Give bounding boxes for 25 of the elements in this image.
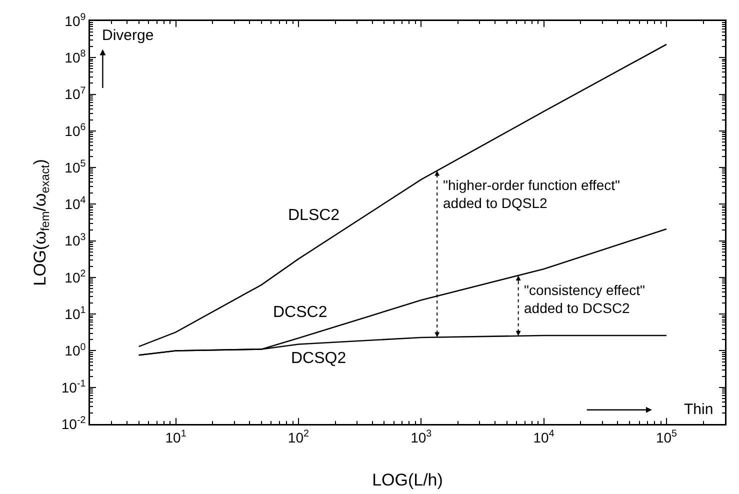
y-tick-label: 10$^{1}$	[64, 305, 86, 322]
x-tick-label: 10$^{4}$	[533, 428, 555, 446]
series-label: DCSC2	[273, 304, 328, 321]
y-tick-label: 10$^{6}$	[64, 122, 86, 139]
y-tick-label: 10$^{3}$	[64, 232, 86, 249]
x-tick-label: 10$^{5}$	[656, 428, 678, 446]
annotation: "consistency effect" added to DCSC2	[524, 282, 645, 316]
annotation: "higher-order function effect" added to DQSL2	[443, 177, 620, 212]
y-tick-label: 10$^{4}$	[64, 195, 86, 212]
y-tick-label: 10$^{-1}$	[61, 378, 86, 396]
y-tick-label: 10$^{2}$	[64, 268, 86, 286]
series-label: DCSQ2	[291, 350, 346, 367]
y-tick-label: 10$^{0}$	[64, 342, 86, 359]
annotation: Thin	[684, 401, 714, 418]
series-label: DLSC2	[288, 207, 340, 224]
x-tick-label: 10$^{3}$	[410, 428, 432, 446]
y-tick-label: 10$^{7}$	[64, 85, 86, 102]
y-tick-label: 10$^{8}$	[64, 48, 86, 66]
y-tick-label: 10$^{9}$	[64, 12, 86, 29]
annotation: Diverge	[102, 27, 154, 44]
x-tick-label: 10$^{1}$	[165, 428, 186, 446]
y-tick-label: 10$^{5}$	[64, 158, 86, 176]
x-axis-title: LOG(L/h)	[372, 470, 443, 490]
x-tick-label: 10$^{2}$	[288, 428, 309, 446]
y-tick-label: 10$^{-2}$	[61, 415, 86, 432]
